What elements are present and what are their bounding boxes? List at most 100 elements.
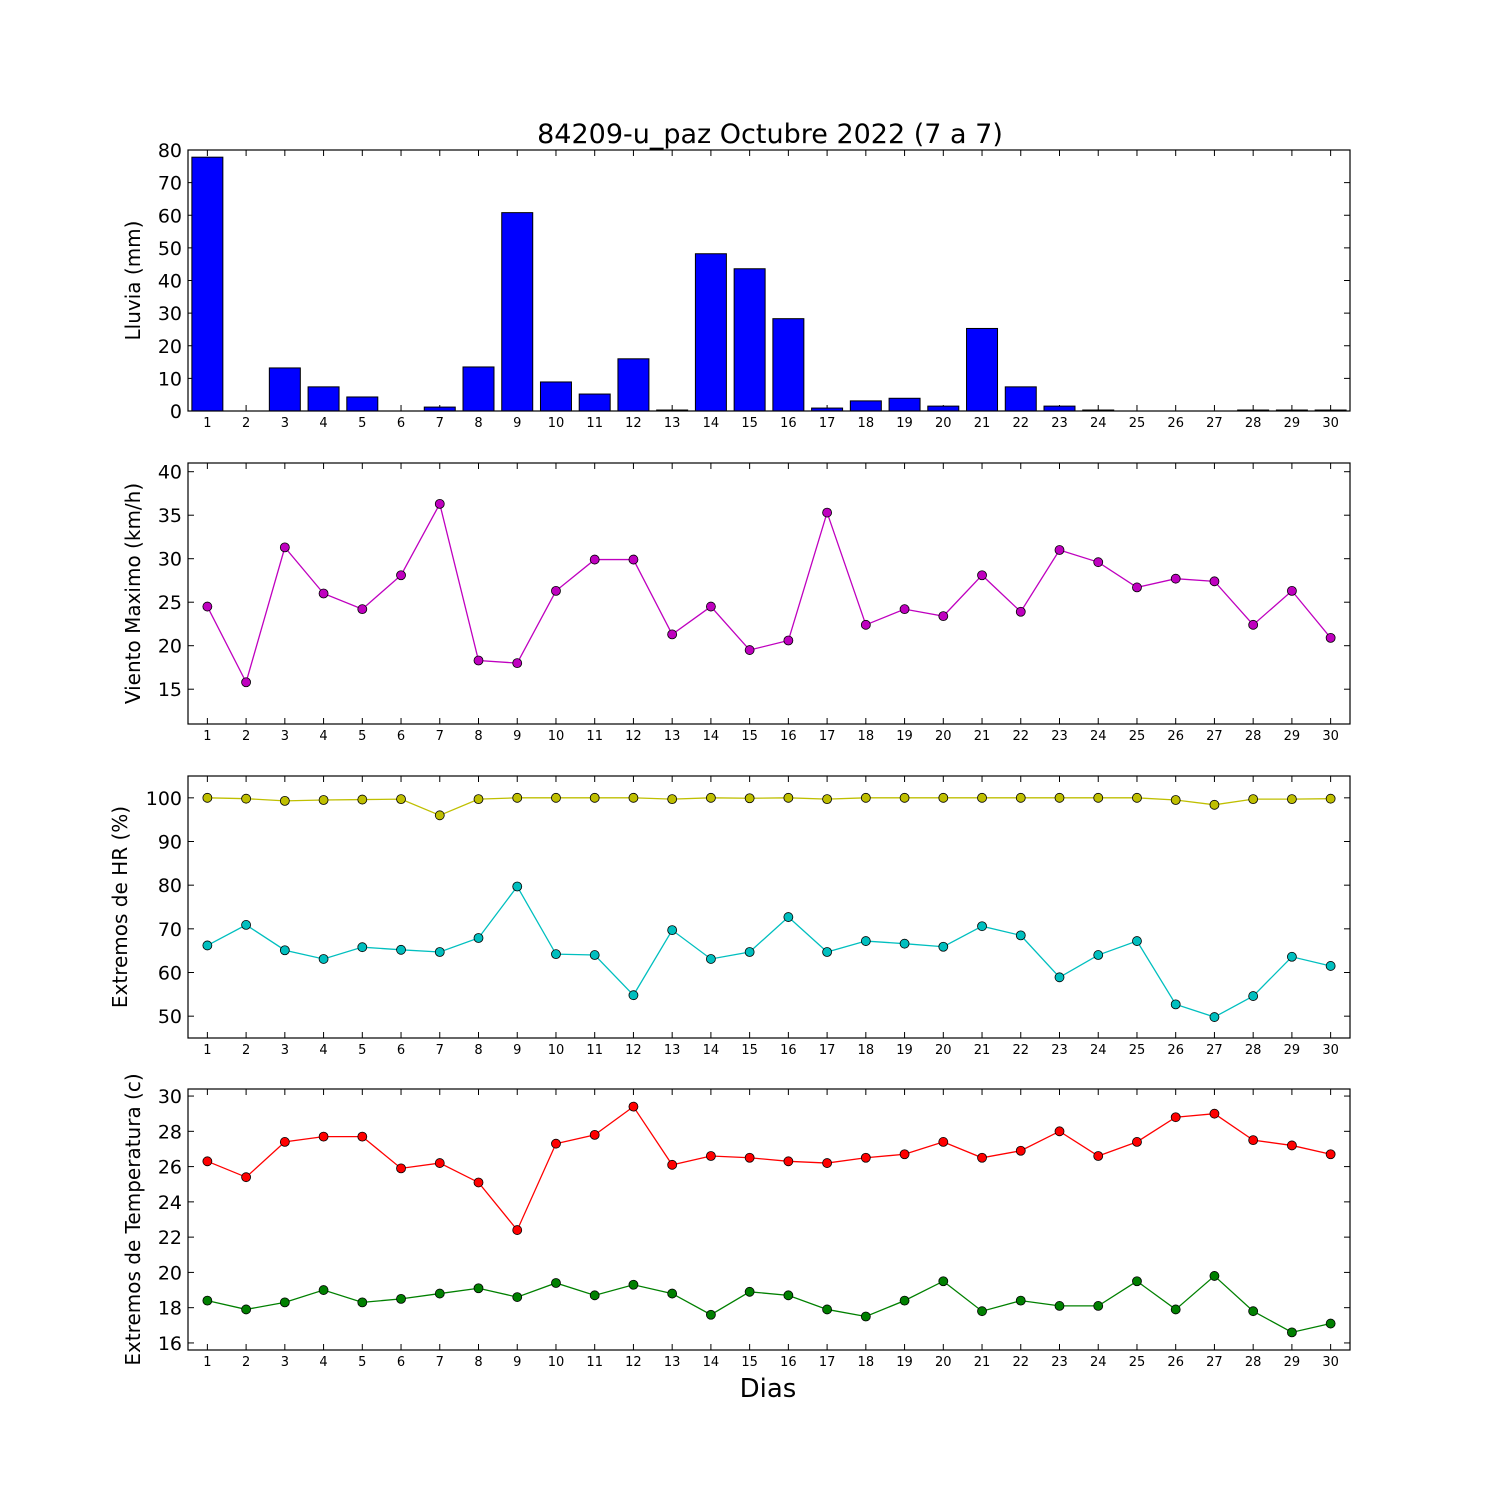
x-tick-label: 22 <box>1012 1355 1029 1370</box>
data-point <box>977 1152 987 1163</box>
data-point <box>1170 999 1181 1010</box>
data-point <box>241 1304 252 1315</box>
data-point <box>977 792 987 803</box>
x-tick-label: 17 <box>819 1355 836 1370</box>
data-point <box>279 945 290 956</box>
data-point <box>860 1152 871 1163</box>
data-point <box>434 947 445 957</box>
bar <box>1004 386 1037 412</box>
data-point <box>318 1131 329 1142</box>
x-tick-label: 20 <box>935 729 952 744</box>
data-point <box>899 792 910 803</box>
x-tick-label: 11 <box>586 1043 603 1058</box>
data-point <box>589 792 600 803</box>
y-tick-label: 30 <box>158 1086 182 1108</box>
data-point <box>1093 1151 1104 1161</box>
data-point <box>473 794 484 805</box>
x-tick-label: 13 <box>664 729 681 744</box>
data-point <box>783 792 794 803</box>
data-point <box>1209 1012 1220 1022</box>
y-tick-label: 20 <box>158 1262 182 1284</box>
bar <box>1043 405 1076 412</box>
data-point <box>938 1276 949 1287</box>
bar <box>888 397 921 412</box>
data-point <box>628 1101 639 1112</box>
x-tick-label: 25 <box>1129 729 1146 744</box>
data-point <box>667 1288 678 1299</box>
data-point <box>279 795 290 806</box>
data-point <box>551 1278 561 1288</box>
x-tick-label: 25 <box>1129 416 1146 431</box>
data-point <box>512 881 523 892</box>
data-point <box>1132 1276 1142 1287</box>
bar <box>539 381 572 412</box>
data-point <box>628 990 639 1001</box>
x-tick-label: 6 <box>397 1043 405 1058</box>
data-point <box>241 920 252 930</box>
x-tick-label: 28 <box>1245 1043 1262 1058</box>
x-tick-label: 14 <box>703 416 720 431</box>
x-tick-label: 15 <box>741 1043 758 1058</box>
data-point <box>1209 1108 1220 1119</box>
data-point <box>938 611 949 622</box>
x-tick-label: 8 <box>474 416 482 431</box>
data-point <box>279 1137 290 1147</box>
y-tick-label: 70 <box>158 173 182 195</box>
bar <box>346 396 379 412</box>
x-tick-label: 28 <box>1245 1355 1262 1370</box>
x-tick-label: 21 <box>974 416 991 431</box>
data-point <box>1325 1149 1336 1160</box>
x-tick-label: 15 <box>741 1355 758 1370</box>
x-tick-label: 22 <box>1012 1043 1029 1058</box>
plot-frame <box>187 1088 1351 1351</box>
x-tick-label: 8 <box>474 729 482 744</box>
y-tick-label: 35 <box>158 505 182 527</box>
x-tick-label: 1 <box>203 729 211 744</box>
x-tick-label: 19 <box>896 1355 913 1370</box>
data-point <box>1054 972 1065 983</box>
x-tick-label: 7 <box>436 1043 444 1058</box>
x-tick-label: 26 <box>1167 1355 1184 1370</box>
data-point <box>512 1292 523 1302</box>
x-tick-label: 14 <box>703 729 720 744</box>
data-point <box>512 792 523 803</box>
data-point <box>357 1297 368 1308</box>
y-tick-label: 24 <box>158 1192 182 1214</box>
y-tick-label: 40 <box>158 462 182 484</box>
y-tick-label: 90 <box>158 832 182 854</box>
x-tick-label: 1 <box>203 1043 211 1058</box>
data-point <box>1287 1327 1297 1338</box>
data-point <box>357 604 368 615</box>
x-tick-label: 2 <box>242 1355 250 1370</box>
data-point <box>899 1295 910 1306</box>
x-tick-label: 11 <box>586 416 603 431</box>
x-tick-label: 12 <box>625 729 642 744</box>
y-tick-label: 20 <box>158 636 182 658</box>
x-tick-label: 16 <box>780 416 797 431</box>
x-tick-label: 24 <box>1090 1355 1107 1370</box>
data-point <box>318 588 329 599</box>
data-point <box>1287 794 1297 805</box>
data-point <box>1287 951 1297 962</box>
x-tick-label: 10 <box>548 729 565 744</box>
data-point <box>551 792 561 803</box>
x-tick-label: 23 <box>1051 1355 1068 1370</box>
bar <box>733 268 766 412</box>
data-point <box>1170 795 1181 805</box>
data-point <box>396 944 406 955</box>
x-tick-label: 5 <box>358 729 366 744</box>
x-tick-label: 14 <box>703 1355 720 1370</box>
data-point <box>1132 936 1142 946</box>
bar <box>849 400 882 412</box>
x-tick-label: 15 <box>741 729 758 744</box>
data-point <box>434 1158 445 1168</box>
y-tick-label: 50 <box>158 238 182 260</box>
data-point <box>1209 1271 1220 1281</box>
y-tick-label: 20 <box>158 336 182 358</box>
data-point <box>1248 1135 1259 1146</box>
x-tick-label: 1 <box>203 1355 211 1370</box>
data-point <box>1093 1301 1104 1311</box>
x-tick-label: 6 <box>397 729 405 744</box>
